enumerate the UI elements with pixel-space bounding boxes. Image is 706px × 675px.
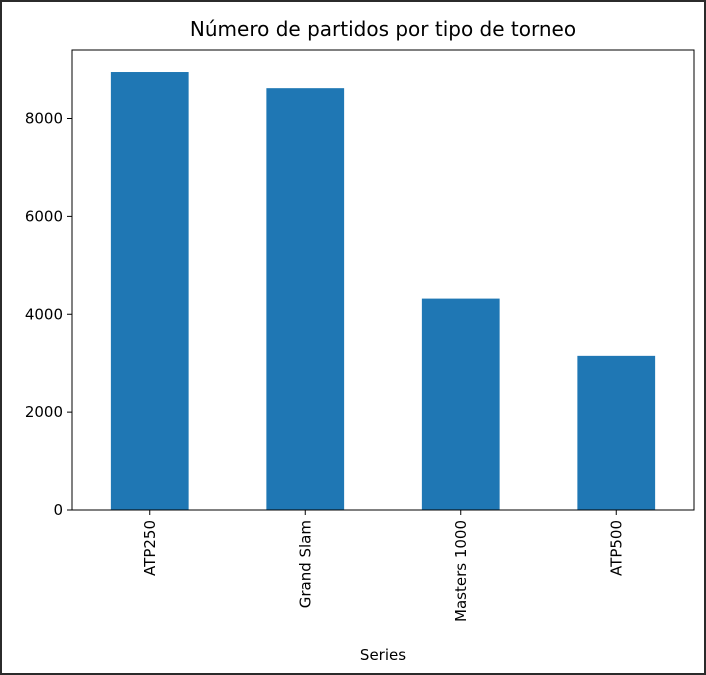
chart-title: Número de partidos por tipo de torneo — [190, 17, 576, 41]
x-tick-label: Masters 1000 — [452, 520, 470, 622]
x-axis: ATP250 Grand Slam Masters 1000 ATP500 — [141, 510, 625, 622]
bar-atp500 — [577, 355, 656, 510]
y-tick-label: 8000 — [25, 110, 63, 128]
plot-area-border — [71, 49, 695, 511]
y-axis: 0 2000 4000 6000 8000 — [25, 110, 72, 519]
y-tick-label: 2000 — [25, 403, 63, 421]
x-tick-label: ATP250 — [141, 520, 159, 576]
bar-masters-1000 — [421, 298, 500, 510]
bar-grand-slam — [266, 88, 345, 510]
y-tick-label: 4000 — [25, 305, 63, 323]
x-axis-label: Series — [360, 646, 406, 664]
x-tick-label: Grand Slam — [296, 520, 314, 608]
bar-atp250 — [110, 72, 189, 511]
x-tick-label: ATP500 — [607, 520, 625, 576]
y-tick-label: 6000 — [25, 207, 63, 225]
bars-group — [110, 72, 656, 511]
y-tick-label: 0 — [53, 501, 63, 519]
